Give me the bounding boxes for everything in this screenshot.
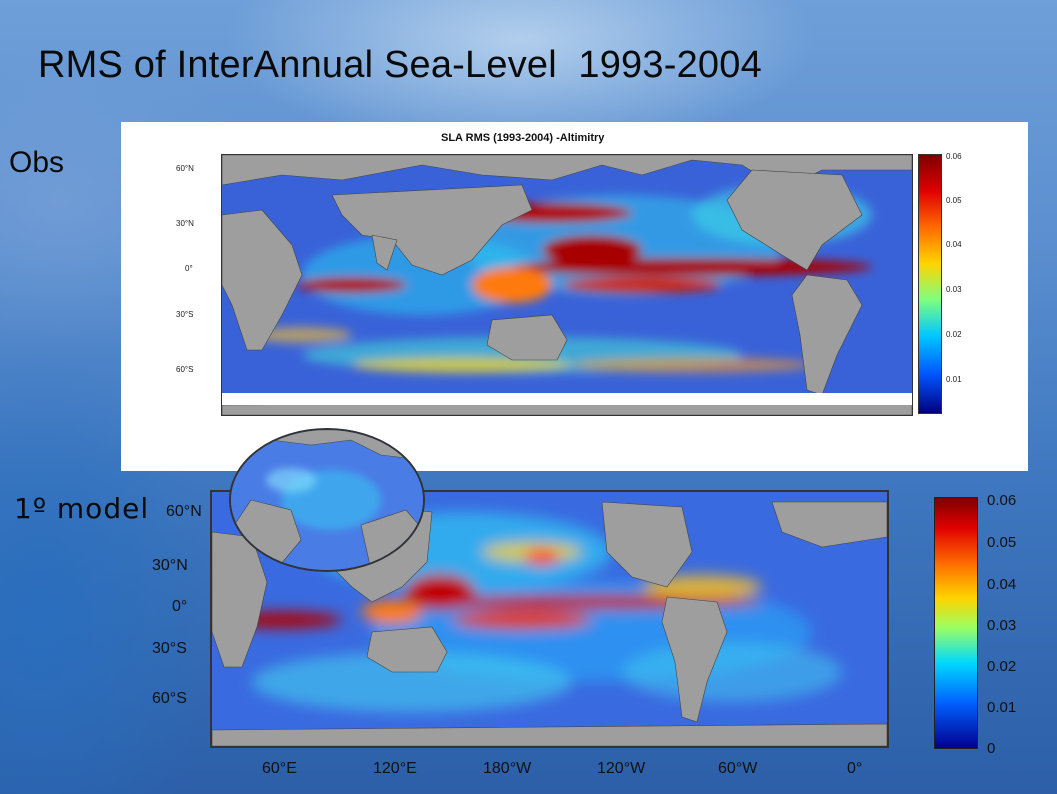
obs-cb-tick-004: 0.04 (946, 240, 962, 249)
obs-map (221, 154, 913, 416)
obs-cb-tick-001: 0.01 (946, 375, 962, 384)
model-lon-60w: 60°W (718, 760, 758, 777)
obs-cb-tick-005: 0.05 (946, 196, 962, 205)
arctic-inset-map (229, 428, 425, 572)
obs-cb-tick-003: 0.03 (946, 285, 962, 294)
obs-lat-60s: 60°S (176, 365, 194, 374)
obs-cb-tick-006: 0.06 (946, 152, 962, 161)
obs-map-title: SLA RMS (1993-2004) -Altimitry (441, 132, 605, 144)
model-cb-tick-0: 0 (987, 740, 996, 757)
obs-lat-0: 0° (185, 264, 193, 273)
model-lat-0: 0° (172, 598, 188, 615)
model-lat-30s: 30°S (152, 640, 187, 657)
model-label: 1º model (14, 492, 150, 525)
model-cb-tick-005: 0.05 (987, 534, 1017, 551)
model-lat-60n: 60°N (166, 503, 202, 520)
obs-lat-60n: 60°N (176, 164, 194, 173)
arctic-inset-graphic (231, 430, 423, 570)
obs-colorbar (918, 154, 942, 414)
obs-cb-tick-002: 0.02 (946, 330, 962, 339)
model-lon-0: 0° (847, 760, 863, 777)
model-cb-tick-004: 0.04 (987, 576, 1017, 593)
model-colorbar (934, 497, 978, 749)
model-lon-180w: 180°W (483, 760, 532, 777)
obs-lat-30s: 30°S (176, 310, 194, 319)
obs-label: Obs (9, 146, 65, 179)
model-lat-60s: 60°S (152, 690, 187, 707)
model-lon-120w: 120°W (597, 760, 646, 777)
model-cb-tick-003: 0.03 (987, 617, 1017, 634)
obs-map-graphic (222, 155, 912, 415)
obs-lat-30n: 30°N (176, 219, 194, 228)
slide-title: RMS of InterAnnual Sea-Level 1993-2004 (38, 44, 762, 86)
model-cb-tick-002: 0.02 (987, 658, 1017, 675)
model-lat-30n: 30°N (152, 557, 188, 574)
model-lon-60e: 60°E (262, 760, 297, 777)
model-lon-120e: 120°E (373, 760, 417, 777)
obs-panel: SLA RMS (1993-2004) -Altimitry 60°N 30°N… (121, 122, 1028, 471)
model-cb-tick-001: 0.01 (987, 699, 1017, 716)
model-cb-tick-006: 0.06 (987, 492, 1017, 509)
